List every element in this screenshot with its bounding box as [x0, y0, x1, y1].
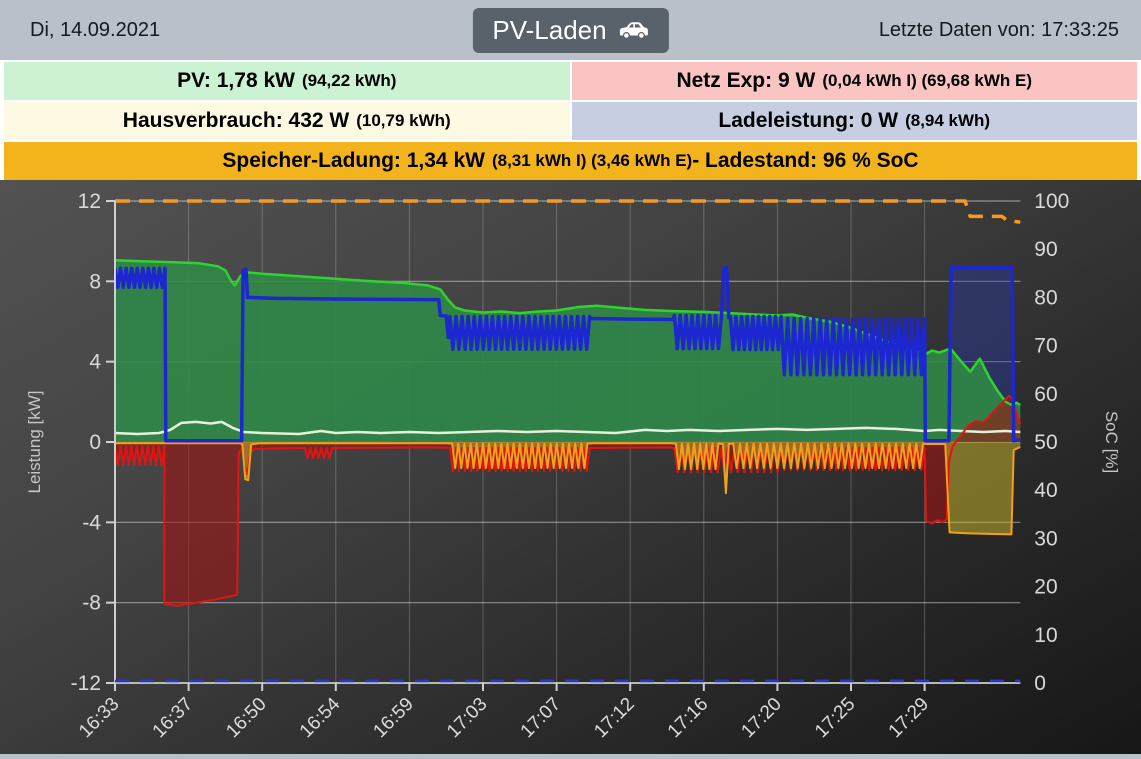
- ytick-right: 70: [1034, 335, 1057, 358]
- ytick-left: 0: [89, 431, 101, 454]
- ytick-right: 30: [1034, 527, 1057, 550]
- car-icon: [617, 21, 649, 41]
- ytick-left: -12: [71, 672, 101, 695]
- ytick-left: 8: [89, 270, 101, 293]
- stat-ladeleistung: Ladeleistung: 0 W (8,94 kWh): [571, 102, 1137, 140]
- xtick-label: 16:59: [369, 694, 417, 742]
- stat-speicher-ladung: Speicher-Ladung: 1,34 kW (8,31 kWh I) (3…: [4, 142, 1137, 180]
- stat-speicher-value: Speicher-Ladung: 1,34 kW: [222, 149, 485, 172]
- ytick-right: 50: [1034, 431, 1057, 454]
- ytick-right: 90: [1034, 238, 1057, 261]
- ytick-right: 20: [1034, 576, 1057, 599]
- y-axis-title-left: Leistung [kW]: [25, 391, 44, 494]
- ytick-right: 80: [1034, 286, 1057, 309]
- y-axis-title-right: SoC [%]: [1102, 411, 1121, 473]
- stat-speicher-soc: - Ladestand: 96 % SoC: [692, 149, 919, 172]
- xtick-label: 17:20: [737, 694, 785, 742]
- line-ladeleistung: [113, 265, 1021, 443]
- xtick-label: 17:03: [443, 694, 491, 742]
- series-lines: [113, 199, 1022, 683]
- top-bar: Di, 14.09.2021 PV-Laden Letzte Daten von…: [0, 0, 1141, 60]
- stats-panel: PV: 1,78 kW (94,22 kWh) Netz Exp: 9 W (0…: [0, 60, 1141, 180]
- xtick-label: 17:25: [811, 694, 859, 742]
- last-data-timestamp: Letzte Daten von: 17:33:25: [878, 18, 1119, 41]
- ytick-left: -8: [82, 592, 101, 615]
- ytick-left: 12: [78, 190, 101, 213]
- stat-speicher-detail: (8,31 kWh I) (3,46 kWh E): [491, 151, 693, 170]
- ytick-left: 4: [89, 351, 101, 374]
- stat-ladeleistung-value: Ladeleistung: 0 W: [718, 109, 899, 132]
- xtick-label: 16:54: [296, 693, 345, 742]
- stat-netz-value: Netz Exp: 9 W: [676, 69, 816, 92]
- xtick-label: 17:07: [517, 694, 565, 742]
- stat-hausverbrauch: Hausverbrauch: 432 W (10,79 kWh): [4, 102, 570, 140]
- mode-button-label: PV-Laden: [492, 15, 607, 45]
- xtick-label: 17:29: [885, 694, 933, 742]
- stat-netz-detail: (0,04 kWh I) (69,68 kWh E): [822, 71, 1033, 90]
- xtick-label: 16:33: [75, 694, 123, 742]
- stat-ladeleistung-detail: (8,94 kWh): [905, 111, 991, 130]
- stat-pv-detail: (94,22 kWh): [301, 71, 397, 90]
- ytick-right: 10: [1034, 624, 1057, 647]
- line-netz: [114, 394, 1022, 607]
- ytick-right: 100: [1034, 190, 1069, 213]
- xtick-label: 16:50: [222, 694, 270, 742]
- pv-laden-mode-button[interactable]: PV-Laden: [472, 8, 669, 53]
- current-date: Di, 14.09.2021: [30, 18, 161, 41]
- stat-hausverbrauch-value: Hausverbrauch: 432 W: [122, 109, 350, 132]
- chart-section: 12 8 4 0 -4 -8 -12 100 90 80 70 60 50 40 30 20 10 0 16:33 1…: [0, 180, 1141, 754]
- ytick-right: 0: [1034, 672, 1046, 695]
- stat-pv: PV: 1,78 kW (94,22 kWh): [4, 62, 570, 100]
- line-hausverbrauch: [114, 420, 1021, 436]
- ytick-right: 40: [1034, 479, 1057, 502]
- line-soc: [115, 199, 1021, 224]
- xtick-label: 17:16: [664, 694, 712, 742]
- stat-netz: Netz Exp: 9 W (0,04 kWh I) (69,68 kWh E): [571, 62, 1137, 100]
- line-speicher-ladung: [115, 442, 1021, 536]
- xtick-label: 17:12: [590, 694, 638, 742]
- ytick-left: -4: [82, 511, 101, 534]
- ytick-right: 60: [1034, 383, 1057, 406]
- stat-pv-value: PV: 1,78 kW: [177, 69, 295, 92]
- stat-hausverbrauch-detail: (10,79 kWh): [356, 111, 451, 130]
- xtick-label: 16:37: [149, 694, 197, 742]
- fill-pv: [115, 260, 1021, 442]
